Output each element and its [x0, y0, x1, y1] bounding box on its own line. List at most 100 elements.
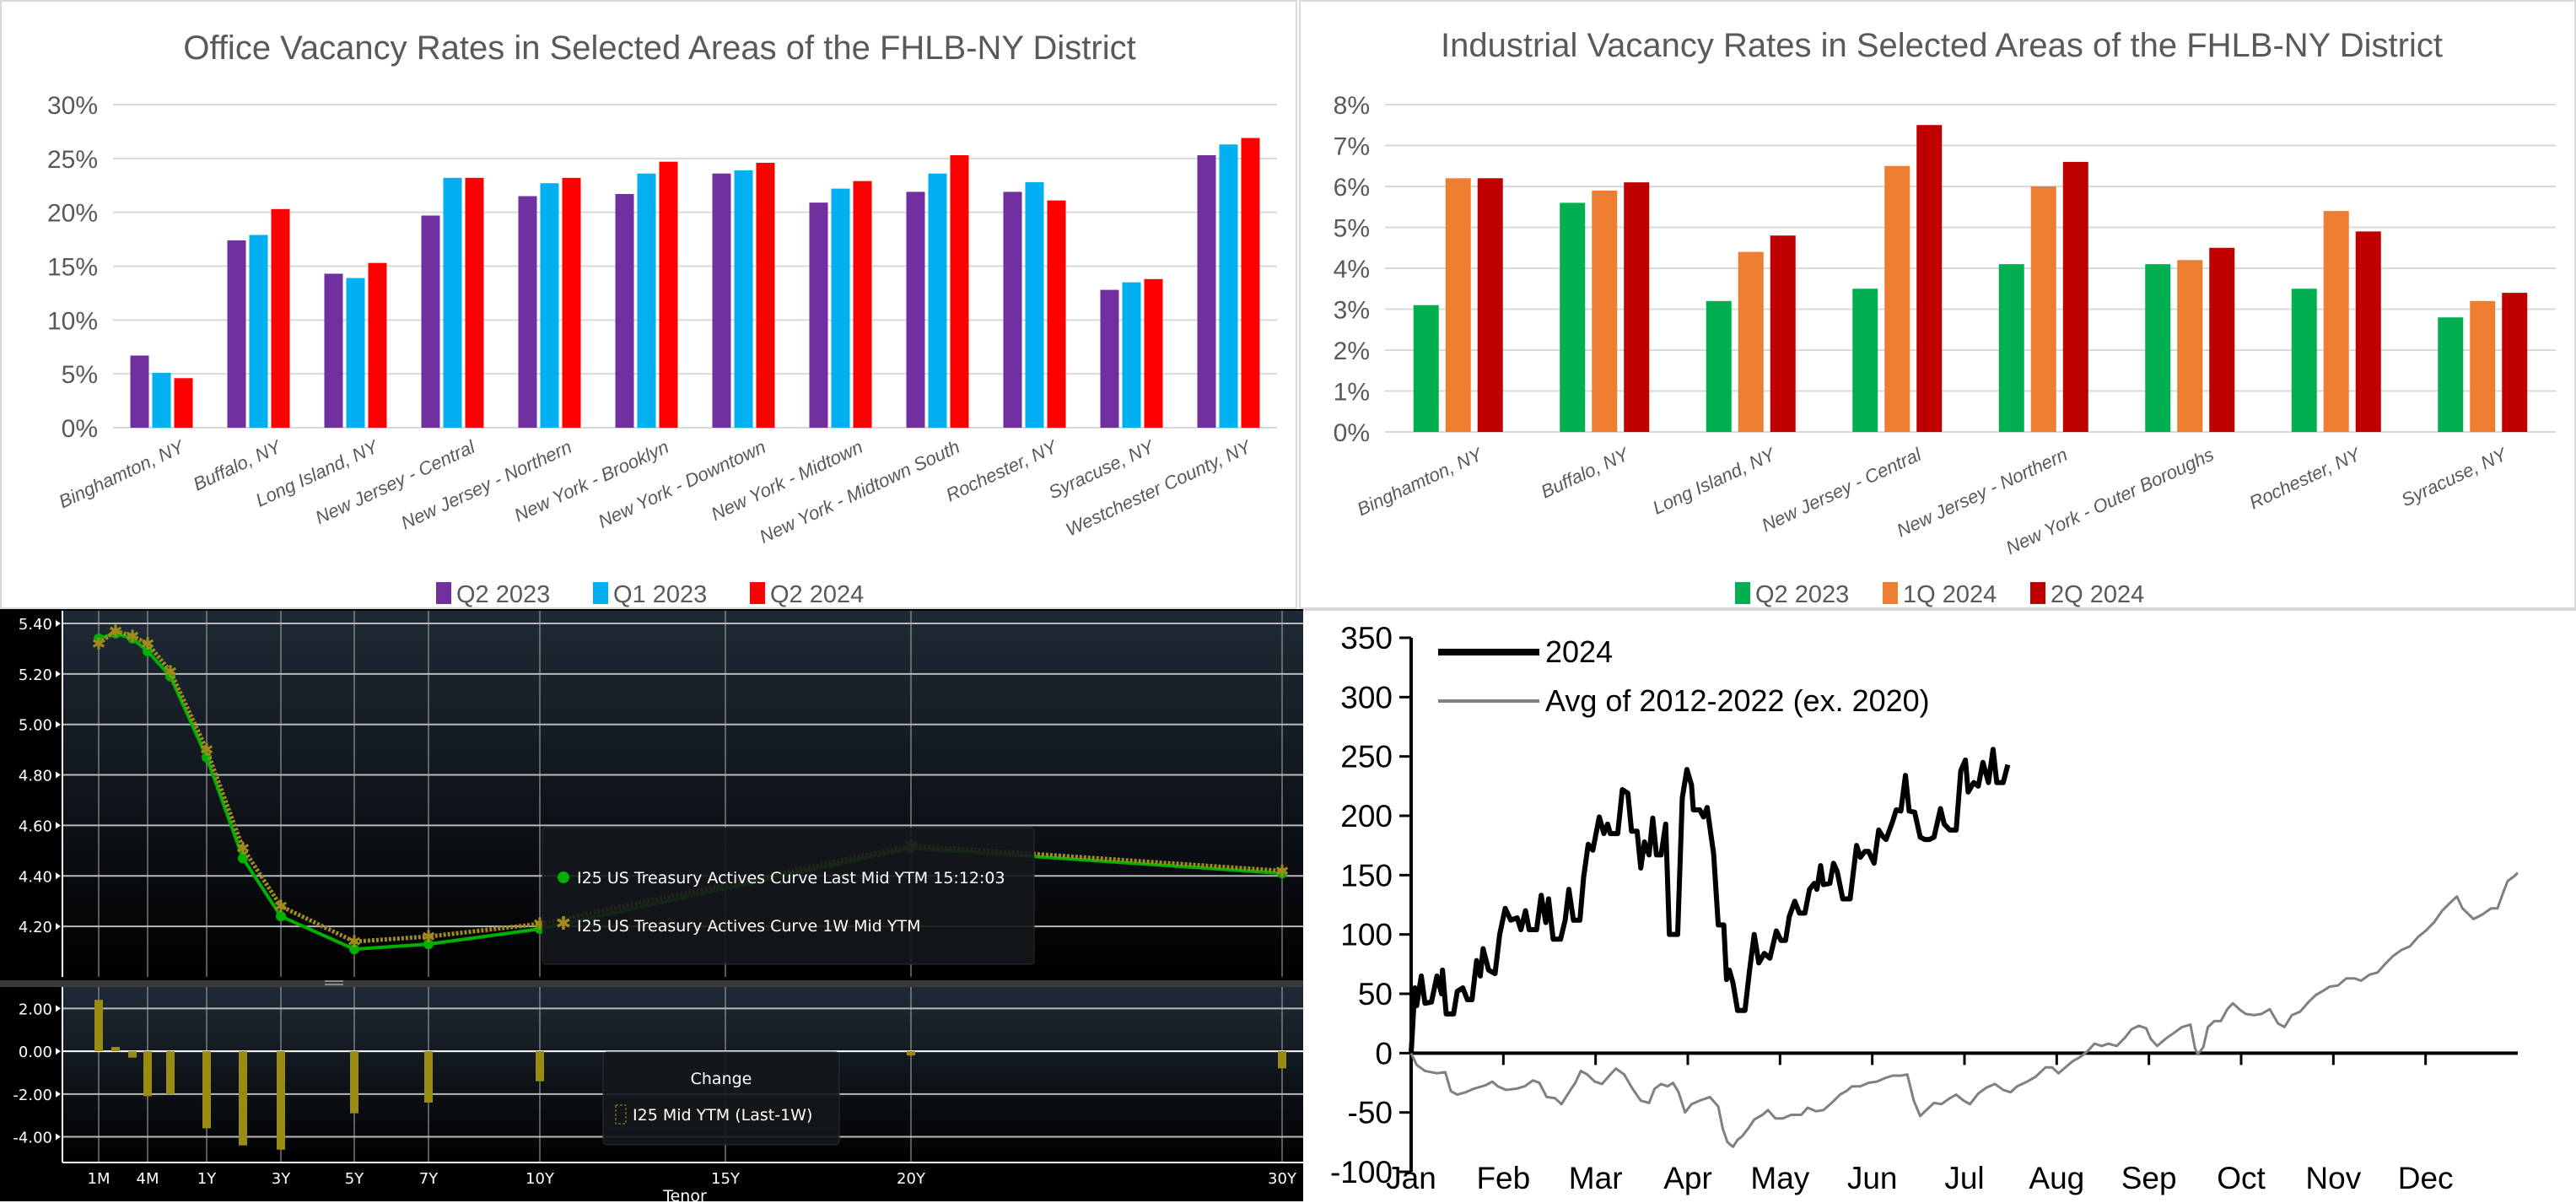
- x-tick-label: 3Y: [272, 1170, 291, 1188]
- x-tick-label: May: [1750, 1161, 1809, 1195]
- legend-swatch-icon: [1735, 582, 1750, 604]
- y-tick-label: -4.00: [13, 1130, 52, 1147]
- change-bar: [94, 1000, 103, 1052]
- y-tick-label: 2.00: [19, 1001, 52, 1018]
- x-category-label: Syracuse, NY: [2398, 443, 2511, 510]
- tick-arrow-icon: [56, 670, 61, 677]
- bar: [1592, 190, 1618, 432]
- x-category-label: Buffalo, NY: [1538, 443, 1633, 502]
- tick-arrow-icon: [56, 822, 61, 829]
- 1w-curve-point: ✱: [92, 634, 106, 654]
- y-tick-label: -2.00: [13, 1087, 52, 1104]
- y-tick-label: 0%: [62, 415, 98, 443]
- x-tick-label: 1M: [88, 1170, 110, 1188]
- series-avg-line: [1409, 871, 2519, 1148]
- panel-splitter[interactable]: [0, 980, 1303, 987]
- bar: [1100, 289, 1119, 428]
- change-bar: [202, 1051, 211, 1129]
- y-tick-label: 20%: [47, 200, 98, 228]
- 1w-curve-point: ✱: [200, 740, 214, 760]
- legend-bar-swatch-icon: [615, 1104, 627, 1125]
- x-tick-label: Nov: [2305, 1161, 2361, 1195]
- legend-2024-label: 2024: [1545, 634, 1613, 669]
- tick-arrow-icon: [56, 1133, 61, 1141]
- change-bar: [143, 1051, 152, 1097]
- bar: [562, 177, 581, 428]
- y-tick-label: 50: [1358, 977, 1393, 1011]
- bar: [1122, 282, 1141, 428]
- x-tick-label: Sep: [2121, 1161, 2177, 1195]
- industrial-chart-title: Industrial Vacancy Rates in Selected Are…: [1441, 27, 2443, 64]
- tick-arrow-icon: [56, 1048, 61, 1055]
- y-tick-label: 5%: [62, 361, 98, 389]
- change-bar: [166, 1051, 175, 1094]
- bar: [756, 162, 775, 428]
- change-bar: [536, 1051, 544, 1082]
- legend-label: 1Q 2024: [1903, 581, 1997, 608]
- legend-circle-marker-icon: [558, 871, 569, 883]
- bar: [1025, 181, 1044, 429]
- x-tick-label: 4M: [137, 1170, 159, 1188]
- legend-label: 2Q 2024: [2051, 581, 2144, 608]
- y-tick-label: 5%: [1334, 215, 1370, 243]
- change-bar: [424, 1051, 433, 1103]
- y-tick-label: 0%: [1334, 419, 1370, 447]
- office-vacancy-chart-panel: Office Vacancy Rates in Selected Areas o…: [0, 0, 1297, 609]
- bar: [2438, 317, 2464, 432]
- tick-arrow-icon: [56, 872, 61, 880]
- bar: [1770, 235, 1796, 432]
- x-tick-label: Feb: [1476, 1161, 1530, 1195]
- legend-swatch-icon: [2030, 582, 2045, 604]
- y-tick-label: 6%: [1334, 174, 1370, 202]
- tick-arrow-icon: [56, 619, 61, 627]
- y-tick-label: 5.00: [19, 717, 52, 735]
- legend-label: Q2 2023: [456, 581, 550, 608]
- tick-arrow-icon: [56, 720, 61, 728]
- y-tick-label: 0: [1375, 1036, 1393, 1071]
- bar: [2470, 300, 2496, 432]
- y-tick-label: 150: [1340, 858, 1393, 893]
- bar: [1144, 278, 1163, 428]
- x-tick-label: 30Y: [1268, 1170, 1297, 1188]
- bar: [1884, 165, 1910, 432]
- y-tick-label: 4.40: [19, 868, 52, 886]
- x-tick-label: Jan: [1386, 1161, 1436, 1195]
- 1w-curve-point: ✱: [109, 621, 123, 641]
- x-category-label: Rochester, NY: [2246, 443, 2364, 513]
- x-tick-label: Oct: [2217, 1161, 2266, 1195]
- legend-avg-label: Avg of 2012-2022 (ex. 2020): [1545, 683, 1930, 718]
- bar: [712, 173, 731, 428]
- bar: [443, 177, 462, 428]
- splitter-grip-icon: [325, 984, 343, 985]
- bar: [540, 183, 559, 429]
- bar: [324, 273, 343, 428]
- bar: [950, 155, 969, 428]
- change-legend-label: I25 Mid YTM (Last-1W): [633, 1106, 812, 1125]
- y-tick-label: -50: [1348, 1096, 1393, 1130]
- x-tick-label: 10Y: [525, 1170, 555, 1188]
- bar: [1197, 155, 1216, 428]
- x-category-label: Long Island, NY: [1649, 443, 1779, 518]
- bar: [1477, 178, 1503, 433]
- y-tick-label: 5.20: [19, 666, 52, 684]
- x-tick-label: Mar: [1569, 1161, 1623, 1195]
- y-tick-label: 1%: [1334, 379, 1370, 407]
- legend-swatch-icon: [593, 582, 608, 604]
- change-bar: [350, 1051, 358, 1114]
- x-tick-label: Dec: [2398, 1161, 2454, 1195]
- bar: [906, 192, 925, 428]
- y-tick-label: 0.00: [19, 1044, 52, 1061]
- y-tick-label: 4.20: [19, 919, 52, 936]
- treasury-curve-chart: ✱✱✱✱✱✱✱✱✱✱✱✱✱ 1M4M1Y3Y5Y7Y10Y15Y20Y30Y4.…: [0, 611, 1303, 1201]
- bar: [853, 181, 872, 429]
- bar: [1560, 202, 1586, 432]
- bar: [1998, 264, 2024, 432]
- change-bar: [907, 1051, 915, 1056]
- 1w-curve-point: ✱: [141, 634, 155, 654]
- bar: [1003, 192, 1022, 428]
- x-tick-label: 5Y: [345, 1170, 364, 1188]
- bar: [518, 196, 537, 428]
- y-tick-label: 4.80: [19, 768, 52, 785]
- bar: [346, 278, 365, 428]
- y-tick-label: 8%: [1334, 92, 1370, 120]
